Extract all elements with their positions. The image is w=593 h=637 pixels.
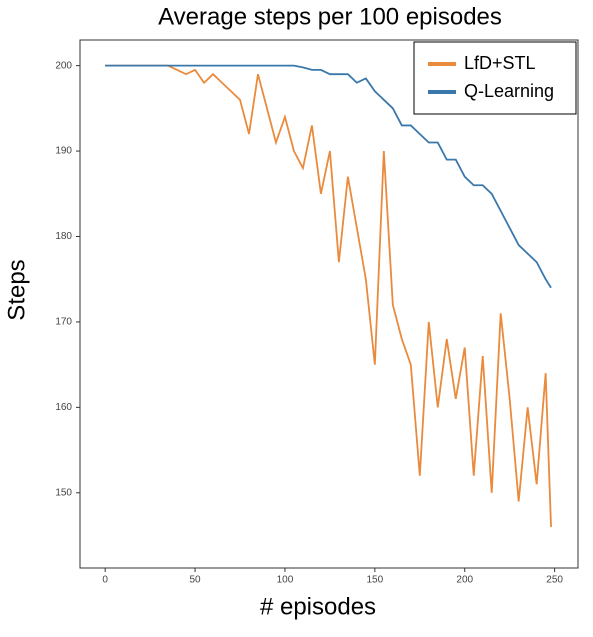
x-tick-label: 50 [189, 575, 201, 586]
x-tick-label: 100 [277, 575, 294, 586]
plot-frame [79, 39, 579, 569]
y-axis-label: Steps [3, 259, 30, 320]
y-tick-label: 200 [55, 60, 72, 71]
x-axis-label: # episodes [260, 593, 376, 620]
legend-box [413, 41, 577, 115]
x-tick-label: 150 [367, 575, 384, 586]
series-line [105, 64, 552, 289]
y-tick-label: 170 [55, 317, 72, 328]
legend-label: LfD+STL [464, 53, 536, 73]
y-tick-label: 190 [55, 146, 72, 157]
y-tick-label: 180 [55, 231, 72, 242]
x-tick-label: 200 [456, 575, 473, 586]
y-tick-label: 160 [55, 402, 72, 413]
y-tick-label: 150 [55, 487, 72, 498]
x-tick-label: 0 [102, 575, 108, 586]
series-line [105, 64, 552, 528]
chart-title: Average steps per 100 episodes [158, 3, 502, 30]
x-tick-label: 250 [546, 575, 563, 586]
legend-label: Q-Learning [464, 81, 554, 101]
